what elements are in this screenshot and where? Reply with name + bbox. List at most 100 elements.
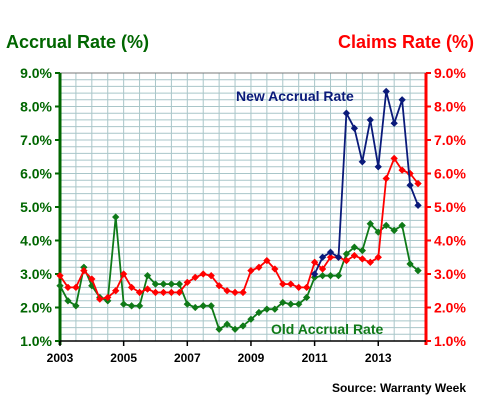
data-point-new_accrual [398, 96, 406, 104]
data-point-old_accrual [398, 221, 406, 230]
data-point-old_accrual [207, 302, 215, 310]
data-point-old_accrual [56, 281, 64, 290]
data-point-claims [310, 258, 319, 267]
data-point-new_accrual [366, 116, 375, 124]
left-y-axis: 1.0% 2.0% 3.0% 4.0% 5.0% 6.0% 7.0% 8.0% 9.0% [20, 65, 62, 349]
data-point-claims [64, 283, 72, 292]
right-tick-label: 4.0% [434, 233, 466, 249]
data-point-old_accrual [390, 226, 398, 235]
data-point-claims [151, 288, 160, 297]
data-point-old_accrual [255, 308, 263, 317]
right-tick-label: 9.0% [434, 65, 466, 81]
data-point-old_accrual [247, 315, 255, 323]
data-point-old_accrual [406, 260, 414, 268]
data-point-old_accrual [72, 302, 80, 310]
data-point-old_accrual [271, 305, 279, 313]
data-point-claims [318, 265, 327, 273]
data-point-old_accrual [318, 271, 327, 280]
data-point-new_accrual [414, 201, 422, 210]
right-tick-label: 6.0% [434, 166, 466, 182]
data-point-claims [207, 271, 215, 280]
data-point-claims [398, 166, 406, 174]
data-point-claims [175, 288, 184, 297]
data-point-claims [271, 265, 279, 273]
data-point-old_accrual [175, 280, 184, 288]
series-group [56, 87, 422, 334]
data-point-claims [191, 273, 200, 282]
grid-lines [59, 72, 427, 342]
right-tick-label: 8.0% [434, 99, 466, 115]
x-tick-label: 2005 [110, 351, 137, 365]
data-point-old_accrual [215, 325, 223, 334]
left-tick-label: 1.0% [20, 333, 52, 349]
annotation-old-accrual: Old Accrual Rate [271, 321, 384, 337]
left-tick-label: 9.0% [20, 65, 52, 81]
data-point-old_accrual [263, 305, 271, 313]
left-tick-label: 5.0% [20, 199, 52, 215]
left-tick-label: 7.0% [20, 132, 52, 148]
data-point-old_accrual [223, 320, 231, 329]
data-point-new_accrual [334, 253, 343, 262]
data-point-claims [72, 283, 80, 292]
annotation-new-accrual: New Accrual Rate [236, 88, 354, 104]
data-point-old_accrual [366, 219, 375, 228]
data-point-old_accrual [159, 280, 168, 288]
data-point-new_accrual [350, 124, 359, 133]
source-credit: Source: Warranty Week [332, 381, 466, 395]
series-claims [56, 154, 422, 303]
data-point-claims [143, 285, 152, 293]
data-point-claims [374, 253, 383, 262]
data-point-new_accrual [390, 119, 398, 128]
left-axis-title: Accrual Rate (%) [6, 32, 149, 52]
data-point-old_accrual [286, 300, 295, 308]
right-tick-label: 2.0% [434, 300, 466, 316]
x-tick-label: 2003 [47, 351, 74, 365]
data-point-claims [342, 256, 351, 265]
data-point-claims [159, 288, 168, 297]
data-point-old_accrual [127, 302, 136, 310]
data-point-claims [183, 278, 192, 287]
right-tick-label: 5.0% [434, 199, 466, 215]
data-point-old_accrual [279, 298, 287, 307]
data-point-claims [56, 271, 64, 280]
data-point-claims [263, 256, 271, 265]
x-axis: 2003 2005 2007 2009 2011 2013 [47, 340, 426, 365]
data-point-new_accrual [382, 87, 390, 96]
data-point-claims [167, 288, 176, 297]
data-point-new_accrual [326, 248, 335, 256]
data-point-claims [326, 253, 335, 262]
data-point-claims [96, 295, 104, 303]
x-tick-label: 2011 [302, 351, 328, 365]
left-tick-label: 8.0% [20, 99, 52, 115]
data-point-old_accrual [191, 303, 200, 312]
data-point-old_accrual [382, 221, 390, 230]
data-point-old_accrual [414, 266, 422, 275]
data-point-old_accrual [151, 280, 160, 288]
data-point-old_accrual [326, 271, 335, 280]
data-point-claims [135, 288, 144, 297]
x-tick-label: 2013 [365, 351, 392, 365]
data-point-claims [350, 251, 359, 260]
data-point-claims [294, 283, 303, 292]
data-point-new_accrual [318, 253, 327, 262]
data-point-claims [223, 286, 231, 295]
data-point-claims [286, 280, 295, 288]
data-point-old_accrual [239, 322, 247, 330]
data-point-old_accrual [135, 302, 144, 310]
data-point-old_accrual [231, 325, 239, 334]
series-line-claims [59, 157, 419, 301]
data-point-claims [199, 270, 207, 278]
right-y-axis: 1.0% 2.0% 3.0% 4.0% 5.0% 6.0% 7.0% 8.0% 9.0% [424, 65, 466, 349]
right-axis-title: Claims Rate (%) [338, 32, 474, 52]
data-point-old_accrual [302, 293, 311, 302]
data-point-old_accrual [350, 243, 359, 251]
data-point-new_accrual [342, 109, 351, 117]
series-line-old_accrual [59, 216, 419, 331]
data-point-old_accrual [64, 297, 72, 305]
data-point-old_accrual [143, 271, 152, 280]
data-point-old_accrual [167, 280, 176, 288]
right-tick-label: 7.0% [434, 132, 466, 148]
left-tick-label: 6.0% [20, 166, 52, 182]
data-point-old_accrual [111, 213, 120, 221]
